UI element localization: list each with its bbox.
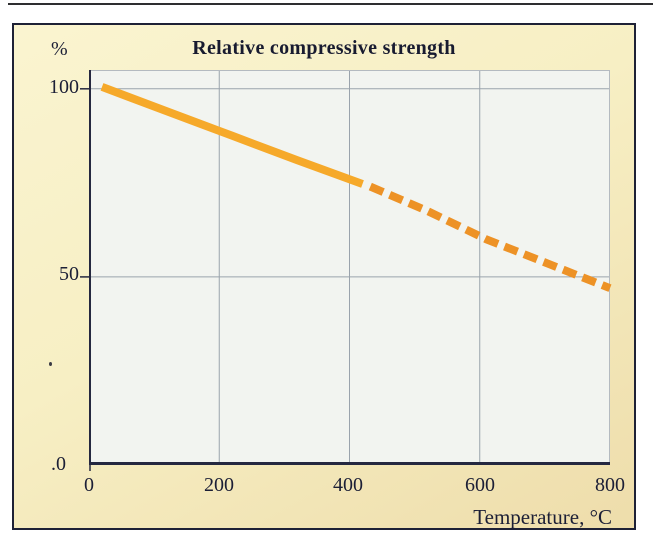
chart-card: Relative compressive strength % 100 50 .… <box>12 23 636 530</box>
page-rule-line <box>8 3 653 5</box>
y-tick-label-100: 100 <box>49 76 79 98</box>
chart-canvas <box>80 70 612 471</box>
y-tick-label-0: .0 <box>51 453 66 475</box>
print-artifact-dot <box>49 362 52 366</box>
x-tick-label-400: 400 <box>333 474 363 496</box>
chart-title: Relative compressive strength <box>192 37 456 59</box>
x-tick-label-200: 200 <box>204 474 234 496</box>
y-axis-unit-label: % <box>51 38 68 60</box>
y-tick-label-50: 50 <box>59 263 79 285</box>
series-line-dashed <box>368 182 612 292</box>
series-line-solid <box>100 83 364 188</box>
x-axis-title: Temperature, °C <box>473 505 612 529</box>
x-tick-label-0: 0 <box>84 474 94 496</box>
x-tick-label-800: 800 <box>595 474 625 496</box>
x-tick-label-600: 600 <box>465 474 495 496</box>
plot-area <box>80 70 612 471</box>
